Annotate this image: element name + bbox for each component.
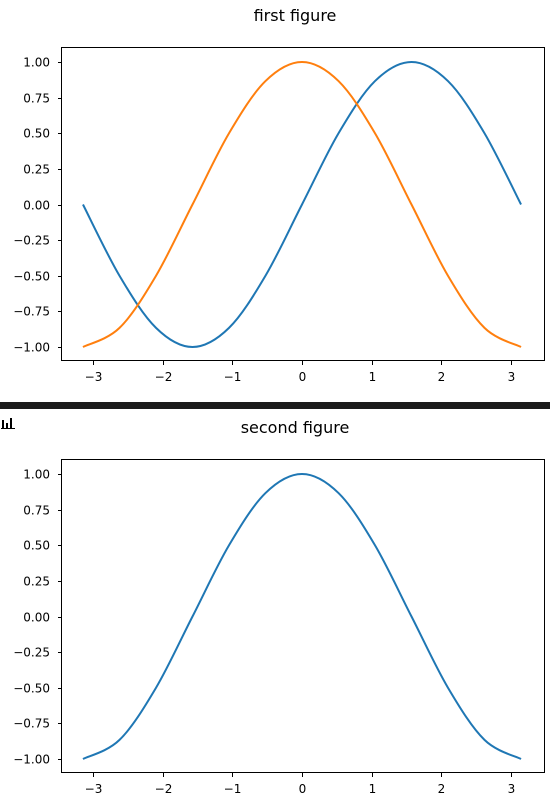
x-tick-label: −1 <box>224 782 242 796</box>
second-figure: second figure −3 −2 −1 0 1 2 3 1.00 0.75 0.50 0.2… <box>13 418 545 796</box>
plot-frame <box>61 47 545 361</box>
first-figure: first figure −3 −2 −1 0 1 2 3 1.00 0.75 0.50 0.25… <box>13 6 545 384</box>
x-tick-label: −3 <box>85 370 103 384</box>
x-tick-label: −3 <box>85 782 103 796</box>
series-line-2 <box>82 61 522 348</box>
y-tick-label: 1.00 <box>23 56 50 70</box>
y-tick-label: 0.50 <box>23 127 50 141</box>
series-line-1 <box>82 473 522 760</box>
x-tick-label: 3 <box>508 782 516 796</box>
x-tick-label: 0 <box>299 370 307 384</box>
y-tick-label: −0.50 <box>13 682 50 696</box>
y-tick-label: 0.00 <box>23 199 50 213</box>
chart-title: second figure <box>241 418 350 437</box>
x-tick-label: 2 <box>438 782 446 796</box>
series-layer <box>82 61 522 348</box>
y-tick-label: −0.25 <box>13 646 50 660</box>
x-axis: −3 −2 −1 0 1 2 3 <box>85 773 516 796</box>
y-tick-label: 1.00 <box>23 468 50 482</box>
figure-divider <box>0 402 550 409</box>
x-tick-label: 1 <box>369 370 377 384</box>
x-tick-label: 2 <box>438 370 446 384</box>
chart-title: first figure <box>254 6 337 25</box>
y-axis: 1.00 0.75 0.50 0.25 0.00 −0.25 −0.50 −0.75 −1.00 <box>13 468 62 767</box>
y-tick-label: −0.50 <box>13 270 50 284</box>
x-tick-label: −2 <box>155 782 173 796</box>
y-tick-label: 0.25 <box>23 163 50 177</box>
x-tick-label: 1 <box>369 782 377 796</box>
y-tick-label: −1.00 <box>13 753 50 767</box>
x-tick-label: 3 <box>508 370 516 384</box>
bar-chart-icon[interactable] <box>0 417 16 429</box>
y-tick-label: 0.75 <box>23 92 50 106</box>
y-tick-label: −0.75 <box>13 305 50 319</box>
y-tick-label: −0.75 <box>13 717 50 731</box>
y-axis: 1.00 0.75 0.50 0.25 0.00 −0.25 −0.50 −0.75 −1.00 <box>13 56 62 355</box>
y-tick-label: 0.25 <box>23 575 50 589</box>
y-tick-label: 0.50 <box>23 539 50 553</box>
plot-frame <box>61 459 545 773</box>
series-layer <box>82 473 522 760</box>
y-tick-label: −1.00 <box>13 341 50 355</box>
series-line-1 <box>82 61 522 348</box>
x-tick-label: −1 <box>224 370 242 384</box>
x-axis: −3 −2 −1 0 1 2 3 <box>85 361 516 384</box>
y-tick-label: −0.25 <box>13 234 50 248</box>
y-tick-label: 0.75 <box>23 504 50 518</box>
x-tick-label: −2 <box>155 370 173 384</box>
x-tick-label: 0 <box>299 782 307 796</box>
y-tick-label: 0.00 <box>23 611 50 625</box>
